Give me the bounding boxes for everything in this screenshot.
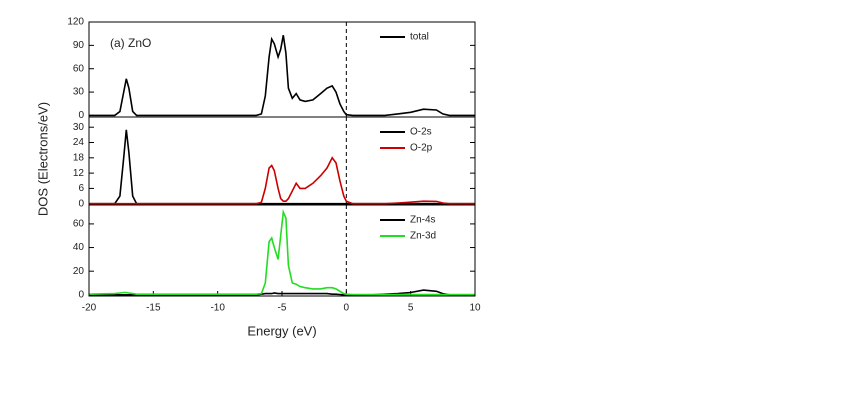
- y-tick-label: 12: [73, 168, 85, 179]
- annotation: (a) ZnO: [110, 36, 151, 50]
- y-tick-label: 30: [73, 87, 85, 98]
- dos-line: [88, 209, 475, 296]
- legend-label: Zn-4s: [410, 215, 436, 226]
- x-tick-label: -15: [146, 303, 161, 314]
- x-tick-label: -20: [82, 303, 97, 314]
- y-tick-label: 120: [67, 17, 84, 28]
- legend-label: O-2s: [410, 127, 432, 138]
- y-tick-label: 60: [73, 63, 85, 74]
- y-tick-label: 0: [78, 198, 84, 209]
- y-tick-label: 24: [73, 137, 85, 148]
- y-tick-label: 6: [78, 183, 84, 194]
- y-tick-label: 0: [78, 110, 84, 121]
- y-axis-label: DOS (Electrons/eV): [35, 102, 50, 216]
- x-axis-label: Energy (eV): [247, 323, 316, 338]
- y-tick-label: 30: [73, 122, 85, 133]
- y-tick-label: 40: [73, 242, 85, 253]
- dos-line: [89, 35, 475, 117]
- x-tick-label: -10: [210, 303, 225, 314]
- x-tick-label: 0: [344, 303, 350, 314]
- legend-label: total: [410, 32, 429, 43]
- y-tick-label: 18: [73, 152, 85, 163]
- x-tick-label: -5: [278, 303, 287, 314]
- y-tick-label: 0: [78, 289, 84, 300]
- y-tick-label: 20: [73, 266, 85, 277]
- x-tick-label: 10: [469, 303, 481, 314]
- y-tick-label: 60: [73, 219, 85, 230]
- dos-line: [89, 156, 475, 205]
- legend-label: O-2p: [410, 143, 433, 154]
- y-tick-label: 90: [73, 40, 85, 51]
- dos-line: [89, 129, 475, 205]
- plot-frame: [88, 204, 476, 297]
- x-tick-label: 5: [408, 303, 414, 314]
- legend-label: Zn-3d: [410, 231, 436, 242]
